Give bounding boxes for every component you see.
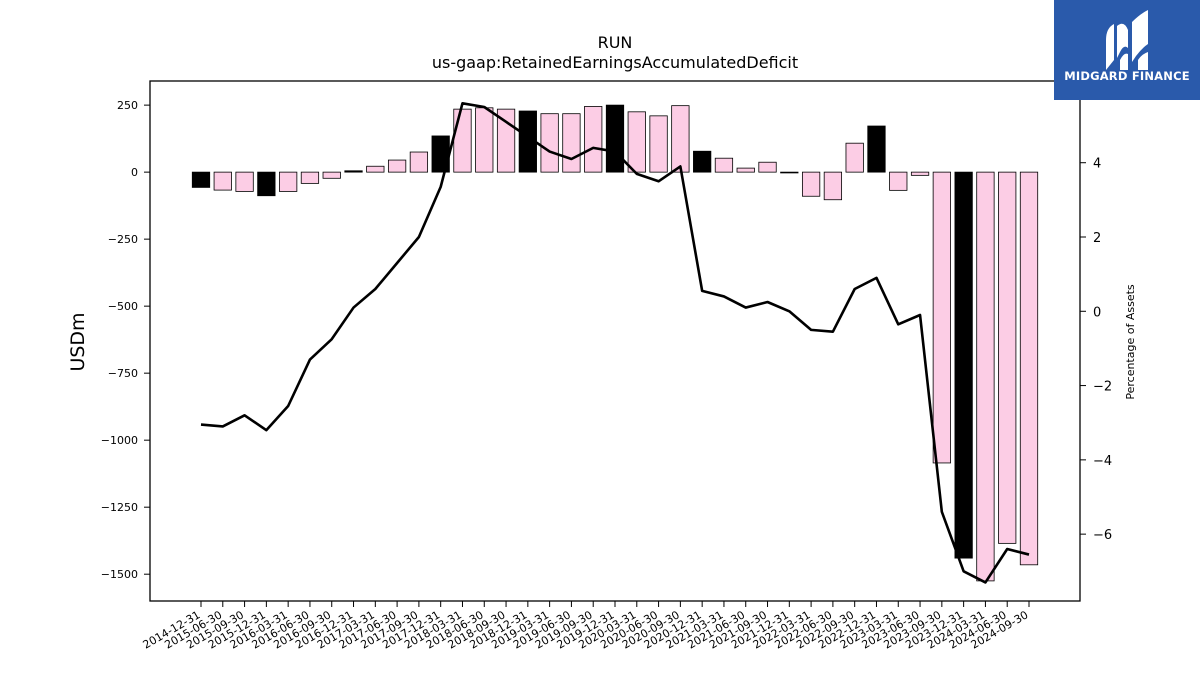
bar (584, 106, 603, 173)
y2-tick-label: 0 (1093, 305, 1101, 320)
bar (867, 125, 886, 173)
bar (344, 170, 363, 173)
bar (257, 171, 276, 197)
y-tick-label: −1500 (101, 568, 138, 581)
bar (387, 159, 407, 173)
bar (409, 151, 429, 173)
brand-logo: MIDGARD FINANCE (1054, 0, 1200, 100)
y-tick-label: 250 (117, 99, 138, 112)
bar (540, 113, 559, 173)
plot-frame (149, 80, 1081, 602)
bar (714, 157, 734, 173)
bar (998, 171, 1017, 544)
y2-tick-label: −6 (1093, 528, 1112, 543)
bar (954, 171, 973, 559)
bar (191, 171, 211, 188)
bar (453, 108, 472, 173)
y-axis-label: USDm (67, 312, 89, 371)
bar (322, 171, 341, 179)
brand-logo-icon (1054, 0, 1200, 100)
bar (366, 165, 385, 173)
bar (279, 171, 298, 192)
bar (845, 142, 864, 173)
bar (627, 111, 646, 173)
bar (910, 171, 930, 176)
bar (932, 171, 951, 464)
bar (475, 107, 494, 173)
bar (562, 113, 581, 173)
y-tick-label: −1250 (101, 501, 138, 514)
y-tick-label: −250 (108, 233, 138, 246)
bar (801, 171, 821, 197)
chart-subtitle: us-gaap:RetainedEarningsAccumulatedDefic… (432, 53, 798, 72)
y-tick-label: −1000 (101, 434, 138, 447)
bar (758, 161, 777, 173)
y2-tick-label: −4 (1093, 454, 1112, 469)
bar (671, 105, 690, 173)
brand-name: MIDGARD FINANCE (1064, 69, 1190, 83)
bar (649, 115, 668, 173)
bar (235, 171, 254, 192)
series-line (200, 101, 1030, 584)
chart-title: RUN (598, 33, 633, 52)
bar (300, 171, 320, 184)
bar (736, 167, 755, 173)
bar (823, 171, 843, 201)
y-tick-label: 0 (131, 166, 138, 179)
bar (976, 171, 995, 582)
y2-tick-label: −2 (1093, 380, 1112, 395)
bar (889, 171, 908, 191)
bar (693, 150, 712, 173)
y-tick-label: −500 (108, 300, 138, 313)
bar (1019, 171, 1039, 566)
y-tick-label: −750 (108, 367, 138, 380)
plot-area: 250 0 −250 −500 −750 −1000 −1250 −1500 4 2 0 −2 −4 −6… (101, 99, 1112, 651)
bar (213, 171, 232, 191)
y2-tick-label: 4 (1093, 157, 1101, 172)
bar (605, 104, 625, 173)
y2-tick-label: 2 (1093, 231, 1101, 246)
y2-axis-label: Percentage of Assets (1124, 284, 1137, 400)
bar (780, 171, 799, 174)
